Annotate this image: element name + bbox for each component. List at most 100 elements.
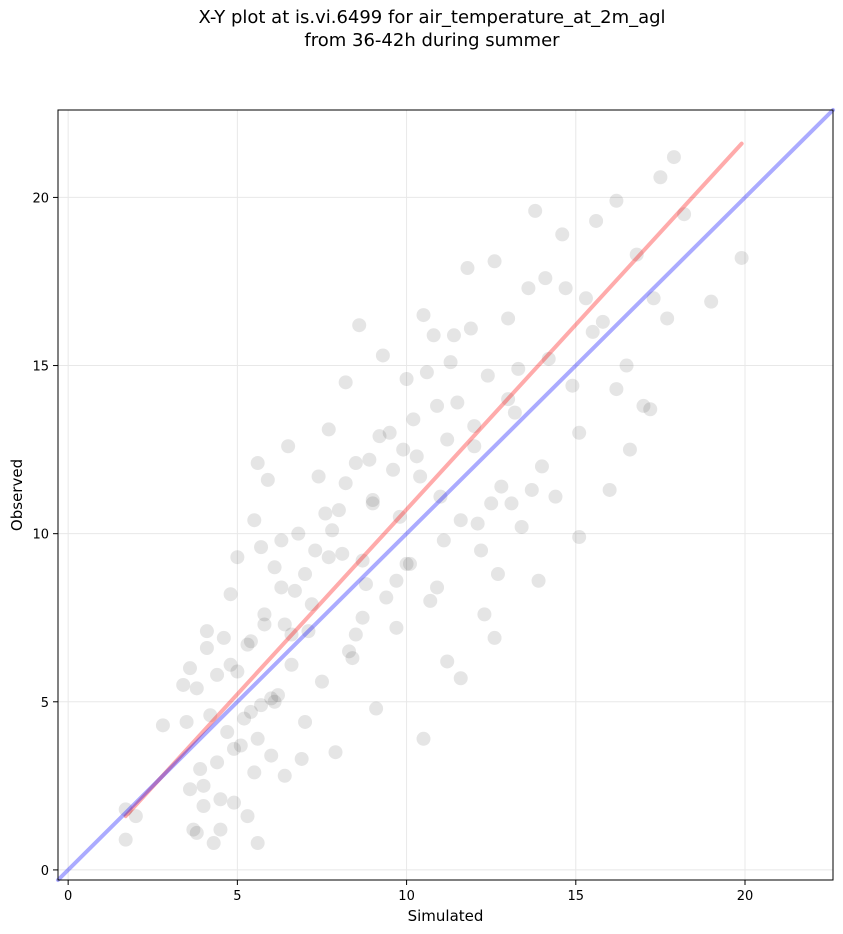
scatter-point <box>629 247 644 262</box>
scatter-point <box>467 439 482 454</box>
scatter-point <box>365 493 380 508</box>
scatter-point <box>230 664 245 679</box>
scatter-point <box>264 748 279 763</box>
scatter-point <box>609 382 624 397</box>
scatter-point <box>284 657 299 672</box>
scatter-point <box>355 610 370 625</box>
scatter-point <box>433 489 448 504</box>
grid-layer <box>58 110 833 880</box>
scatter-point <box>653 170 668 185</box>
scatter-point <box>314 674 329 689</box>
scatter-point <box>460 261 475 276</box>
scatter-point <box>267 560 282 575</box>
scatter-point <box>240 809 255 824</box>
scatter-point <box>389 620 404 635</box>
scatter-point <box>636 398 651 413</box>
scatter-point <box>409 449 424 464</box>
scatter-point <box>270 688 285 703</box>
blue-line <box>56 108 835 882</box>
scatter-point <box>426 328 441 343</box>
scatter-point <box>254 540 269 555</box>
scatter-point <box>179 714 194 729</box>
chart-title-line2: from 36-42h during summer <box>304 30 560 51</box>
scatter-point <box>345 651 360 666</box>
scatter-point <box>355 553 370 568</box>
scatter-point <box>619 358 634 373</box>
scatter-point <box>220 725 235 740</box>
scatter-point <box>480 368 495 383</box>
scatter-point <box>199 624 214 639</box>
scatter-point <box>358 577 373 592</box>
scatter-point <box>281 439 296 454</box>
scatter-point <box>501 392 516 407</box>
scatter-point <box>176 677 191 692</box>
scatter-point <box>250 836 265 851</box>
scatter-point <box>308 543 323 558</box>
scatter-point <box>528 203 543 218</box>
scatter-point <box>233 738 248 753</box>
scatter-point <box>578 291 593 306</box>
scatter-point <box>477 607 492 622</box>
scatter-point <box>565 378 580 393</box>
scatter-point <box>660 311 675 326</box>
scatter-point <box>182 782 197 797</box>
scatter-point <box>463 321 478 336</box>
plot-frame <box>57 109 834 881</box>
scatter-point <box>507 405 522 420</box>
x-tick-label: 15 <box>568 889 585 904</box>
scatter-point <box>325 523 340 538</box>
red-line <box>123 141 744 819</box>
scatter-point <box>524 482 539 497</box>
scatter-point <box>399 556 414 571</box>
scatter-point <box>501 311 516 326</box>
scatter-point <box>389 573 404 588</box>
x-tick-label: 0 <box>64 889 72 904</box>
scatter-point <box>210 667 225 682</box>
scatter-point <box>399 371 414 386</box>
scatter-point <box>186 822 201 837</box>
scatter-point <box>348 627 363 642</box>
scatter-point <box>352 318 367 333</box>
scatter-point <box>250 456 265 471</box>
scatter-point <box>226 741 241 756</box>
y-tick-label: 20 <box>32 191 49 206</box>
scatter-point <box>666 150 681 165</box>
scatter-point <box>298 567 313 582</box>
scatter-point <box>372 429 387 444</box>
scatter-point <box>487 254 502 269</box>
y-axis-label: Observed <box>8 459 26 531</box>
scatter-point <box>362 452 377 467</box>
scatter-point <box>646 291 661 306</box>
scatter-point <box>216 630 231 645</box>
scatter-point <box>677 207 692 222</box>
scatter-point <box>182 661 197 676</box>
scatter-point <box>196 799 211 814</box>
scatter-point <box>531 573 546 588</box>
scatter-point <box>328 745 343 760</box>
scatter-point <box>294 751 309 766</box>
scatter-point <box>585 324 600 339</box>
scatter-point <box>260 472 275 487</box>
scatter-point <box>284 627 299 642</box>
scatter-point <box>199 640 214 655</box>
fit-lines <box>56 108 835 882</box>
scatter-point <box>453 513 468 528</box>
scatter-point <box>514 519 529 534</box>
scatter-point <box>490 567 505 582</box>
scatter-point <box>335 546 350 561</box>
scatter-point <box>443 355 458 370</box>
scatter-point <box>298 714 313 729</box>
scatter-point <box>321 422 336 437</box>
scatter-point <box>338 375 353 390</box>
scatter-point <box>155 718 170 733</box>
scatter-point <box>223 657 238 672</box>
scatter-point <box>247 765 262 780</box>
scatter-point <box>365 496 380 511</box>
x-tick-label: 10 <box>398 889 415 904</box>
scatter-point <box>555 227 570 242</box>
scatter-point <box>321 550 336 565</box>
scatter-point <box>609 193 624 208</box>
scatter-point <box>430 398 445 413</box>
scatter-point <box>254 698 269 713</box>
